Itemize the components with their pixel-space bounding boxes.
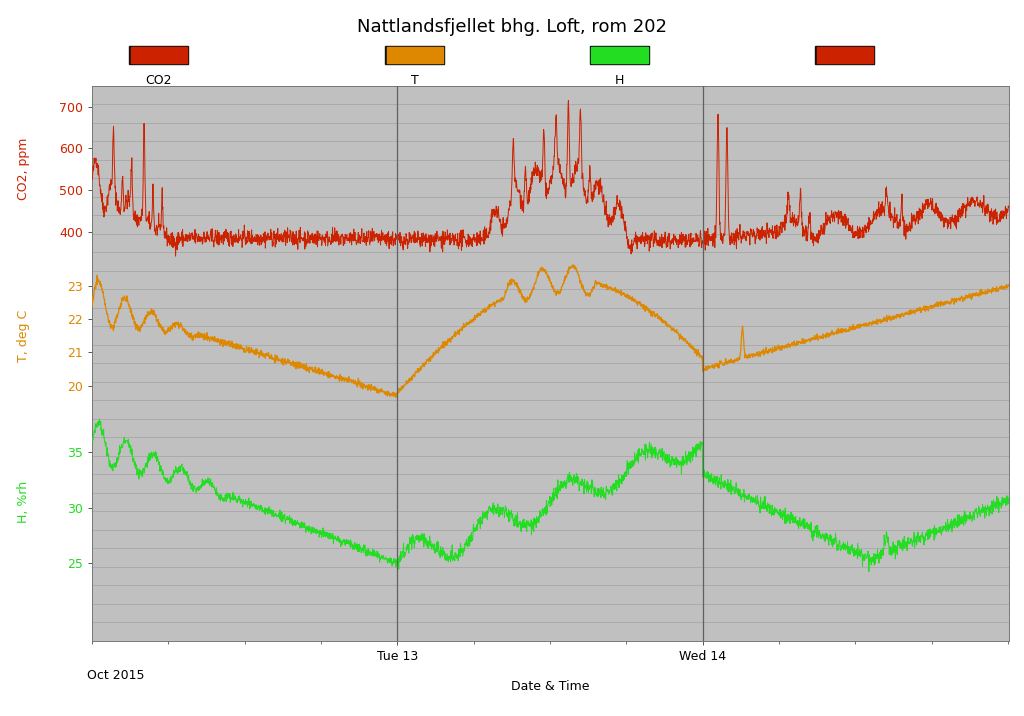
Text: T, deg C: T, deg C <box>17 309 30 362</box>
Text: H, %rh: H, %rh <box>17 481 30 523</box>
Text: T: T <box>411 74 419 87</box>
Text: H: H <box>614 74 625 87</box>
X-axis label: Date & Time: Date & Time <box>511 679 590 692</box>
Text: CO2, ppm: CO2, ppm <box>17 138 30 200</box>
Text: Nattlandsfjellet bhg. Loft, rom 202: Nattlandsfjellet bhg. Loft, rom 202 <box>357 18 667 36</box>
Text: Oct 2015: Oct 2015 <box>87 669 144 682</box>
Text: CO2: CO2 <box>145 74 172 87</box>
